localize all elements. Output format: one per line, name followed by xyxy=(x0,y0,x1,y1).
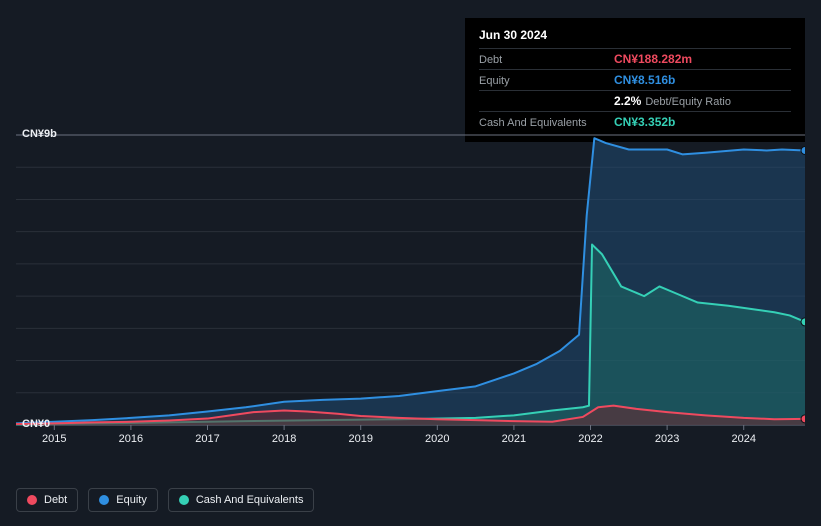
tooltip-row: EquityCN¥8.516b xyxy=(479,69,791,90)
legend-item[interactable]: Cash And Equivalents xyxy=(168,488,315,512)
data-tooltip: Jun 30 2024 DebtCN¥188.282mEquityCN¥8.51… xyxy=(465,18,805,142)
x-axis-label: 2021 xyxy=(502,433,526,445)
tooltip-value: CN¥8.516b xyxy=(614,73,675,87)
tooltip-key: Equity xyxy=(479,75,614,87)
tooltip-row: DebtCN¥188.282m xyxy=(479,48,791,69)
legend-label: Cash And Equivalents xyxy=(196,494,304,506)
legend-label: Equity xyxy=(116,494,147,506)
x-axis-label: 2023 xyxy=(655,433,679,445)
legend-dot-icon xyxy=(99,495,109,505)
legend-item[interactable]: Equity xyxy=(88,488,158,512)
tooltip-value-extra: Debt/Equity Ratio xyxy=(645,96,731,108)
x-axis-label: 2019 xyxy=(348,433,372,445)
tooltip-date: Jun 30 2024 xyxy=(479,28,791,42)
y-axis-label: CN¥0 xyxy=(22,418,50,430)
legend: Debt Equity Cash And Equivalents xyxy=(16,488,314,512)
tooltip-value: CN¥188.282m xyxy=(614,52,692,66)
x-axis-label: 2017 xyxy=(195,433,219,445)
legend-dot-icon xyxy=(27,495,37,505)
x-axis-label: 2015 xyxy=(42,433,66,445)
legend-label: Debt xyxy=(44,494,67,506)
chart-svg xyxy=(16,125,805,445)
x-axis-label: 2016 xyxy=(119,433,143,445)
x-axis-label: 2024 xyxy=(731,433,755,445)
x-axis-label: 2020 xyxy=(425,433,449,445)
tooltip-row: 2.2%Debt/Equity Ratio xyxy=(479,90,791,111)
legend-item[interactable]: Debt xyxy=(16,488,78,512)
tooltip-rows: DebtCN¥188.282mEquityCN¥8.516b2.2%Debt/E… xyxy=(479,48,791,132)
legend-dot-icon xyxy=(179,495,189,505)
x-axis-label: 2022 xyxy=(578,433,602,445)
chart-area: CN¥9bCN¥0 201520162017201820192020202120… xyxy=(16,125,805,465)
tooltip-value: 2.2%Debt/Equity Ratio xyxy=(614,94,731,108)
tooltip-key: Debt xyxy=(479,54,614,66)
x-axis-labels: 2015 2016 2017 2018 2019 2020 2021 2022 2023 2024 xyxy=(16,433,805,451)
y-axis-label: CN¥9b xyxy=(22,128,57,140)
x-axis-label: 2018 xyxy=(272,433,296,445)
